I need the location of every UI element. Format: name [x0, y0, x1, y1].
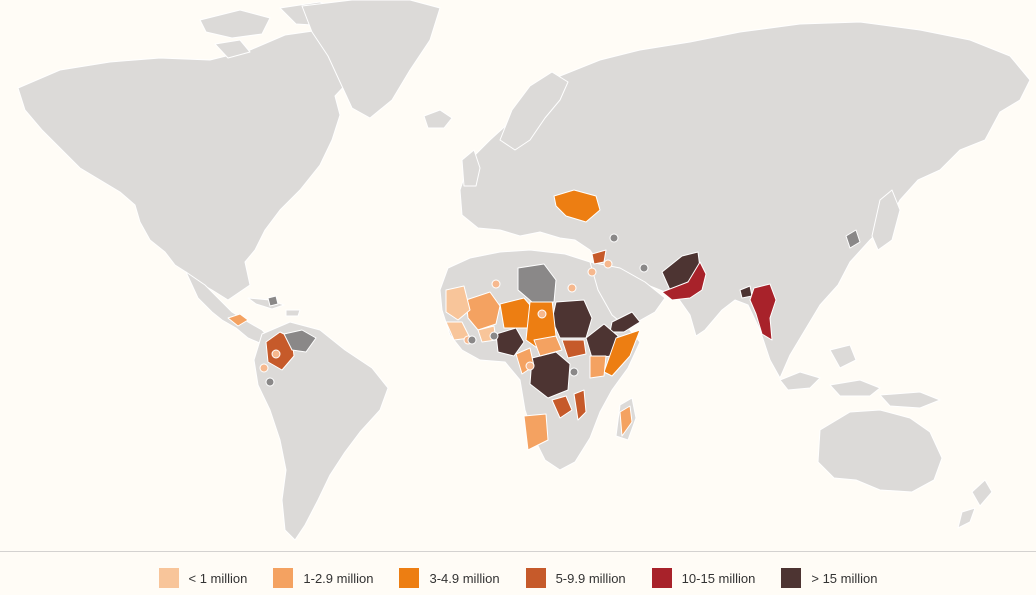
legend-item: < 1 million — [158, 568, 248, 588]
legend-divider — [0, 551, 1036, 552]
dot-no-data[interactable] — [489, 331, 499, 341]
legend-label: 3-4.9 million — [429, 570, 500, 586]
country-ukraine[interactable] — [553, 189, 601, 223]
country-south-sudan[interactable] — [561, 339, 587, 359]
greenland — [301, 0, 441, 119]
country-haiti[interactable] — [267, 295, 279, 307]
country-car[interactable] — [533, 335, 563, 357]
world-map — [17, 0, 1031, 541]
dot-small-country[interactable] — [259, 363, 269, 373]
australia — [817, 409, 943, 493]
country-madagascar[interactable] — [619, 405, 633, 437]
country-nigeria[interactable] — [495, 327, 525, 357]
legend-swatch — [399, 568, 420, 588]
country-sudan[interactable] — [551, 299, 593, 339]
britain — [461, 149, 481, 187]
southeast-asia-islands — [779, 344, 941, 409]
legend-item: 5-9.9 million — [525, 568, 626, 588]
country-venezuela[interactable] — [283, 329, 317, 353]
country-dots — [259, 233, 649, 387]
dot-no-data[interactable] — [265, 377, 275, 387]
legend-item: 3-4.9 million — [399, 568, 500, 588]
dot-small-country[interactable] — [537, 309, 547, 319]
dot-small-country[interactable] — [567, 283, 577, 293]
country-angola[interactable] — [523, 413, 549, 451]
dot-no-data[interactable] — [569, 367, 579, 377]
dot-small-country[interactable] — [525, 361, 535, 371]
legend-item: > 15 million — [781, 568, 878, 588]
dot-no-data[interactable] — [639, 263, 649, 273]
north-america — [17, 29, 361, 301]
legend-swatch — [651, 568, 672, 588]
country-colombia[interactable] — [265, 331, 295, 371]
country-north-korea[interactable] — [845, 229, 861, 249]
country-myanmar[interactable] — [749, 283, 777, 341]
legend-swatch — [525, 568, 546, 588]
legend-label: > 15 million — [811, 570, 878, 586]
country-mozambique-region[interactable] — [551, 389, 587, 421]
country-pakistan[interactable] — [661, 261, 707, 301]
legend-item: 10-15 million — [651, 568, 756, 588]
country-honduras[interactable] — [227, 313, 249, 327]
country-somalia[interactable] — [603, 329, 641, 377]
legend-item: 1-2.9 million — [273, 568, 373, 588]
caribbean — [247, 297, 301, 317]
dot-small-country[interactable] — [491, 279, 501, 289]
legend: < 1 million 1-2.9 million 3-4.9 million … — [0, 566, 1036, 590]
legend-label: < 1 million — [188, 570, 248, 586]
highlighted-countries — [227, 189, 861, 451]
legend-swatch — [273, 568, 294, 588]
dot-no-data[interactable] — [609, 233, 619, 243]
legend-swatch — [158, 568, 179, 588]
dot-small-country[interactable] — [271, 349, 281, 359]
country-mali[interactable] — [465, 291, 501, 331]
world-map-svg — [17, 0, 1031, 541]
dot-no-data[interactable] — [467, 335, 477, 345]
south-america — [253, 321, 389, 541]
scandinavia — [499, 71, 569, 151]
legend-label: 10-15 million — [681, 570, 756, 586]
iceland — [423, 109, 453, 129]
country-libya[interactable] — [517, 263, 557, 303]
legend-label: 5-9.9 million — [555, 570, 626, 586]
japan — [871, 189, 901, 251]
country-mauritania[interactable] — [445, 285, 471, 321]
dot-small-country[interactable] — [587, 267, 597, 277]
legend-swatch — [781, 568, 802, 588]
legend-label: 1-2.9 million — [303, 570, 374, 586]
dot-small-country[interactable] — [603, 259, 613, 269]
new-zealand — [957, 479, 993, 529]
country-kenya[interactable] — [589, 355, 607, 379]
